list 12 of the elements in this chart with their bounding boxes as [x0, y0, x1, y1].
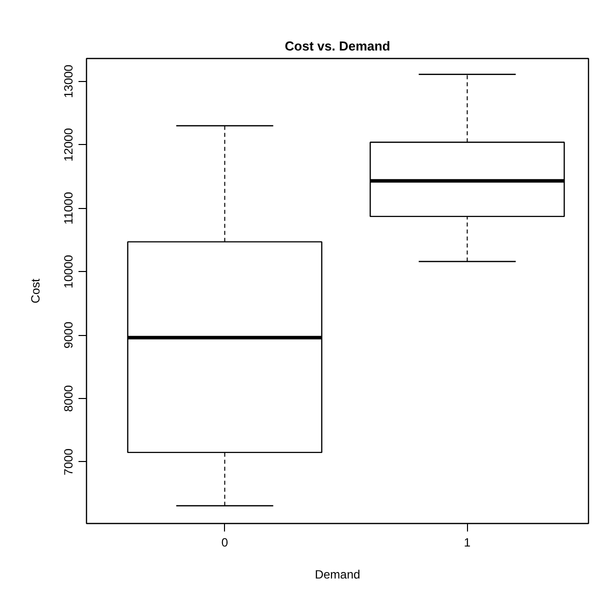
y-tick-label: 8000	[62, 384, 76, 412]
chart-title: Cost vs. Demand	[284, 38, 390, 54]
y-tick-label: 11000	[62, 192, 76, 224]
y-tick-label: 12000	[62, 128, 76, 162]
y-tick-label: 9000	[62, 321, 76, 348]
x-tick-label: 1	[464, 536, 471, 550]
y-axis-title: Cost	[28, 278, 42, 304]
y-tick-label: 10000	[62, 254, 76, 288]
y-tick-label: 7000	[62, 448, 76, 476]
x-tick-label: 0	[221, 536, 228, 550]
y-tick-label: 13000	[62, 64, 76, 98]
x-axis-title: Demand	[314, 568, 360, 582]
